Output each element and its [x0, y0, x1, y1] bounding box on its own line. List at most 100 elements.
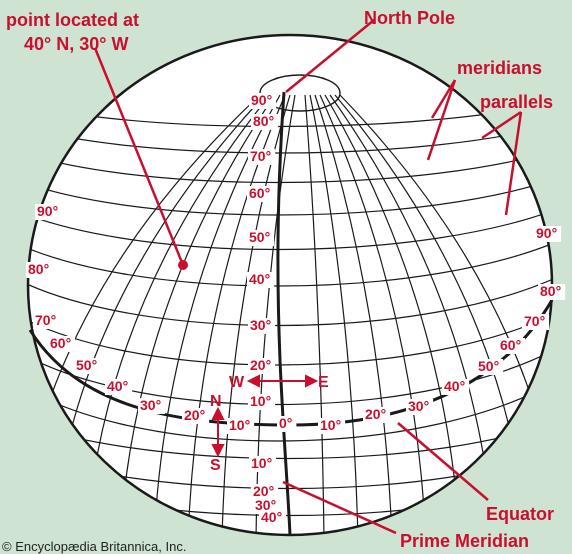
- equator-label: Equator: [486, 504, 554, 524]
- center-latitude-label: 90°: [251, 92, 272, 108]
- label-backing: [247, 272, 275, 288]
- label-backing: [538, 284, 566, 300]
- center-latitude-label: 60°: [249, 185, 270, 201]
- meridian-line: [319, 94, 427, 535]
- equator-leader: [397, 422, 489, 501]
- prime-meridian-label: Prime Meridian: [400, 531, 529, 551]
- meridians-leader-1: [430, 79, 457, 119]
- label-backing: [406, 399, 434, 415]
- copyright-credit: © Encyclopædia Britannica, Inc.: [2, 539, 186, 554]
- right-latitude-label: 60°: [500, 337, 521, 353]
- compass-arrows: [211, 374, 319, 458]
- center-latitude-label: 70°: [250, 148, 271, 164]
- west-letter: W: [229, 374, 245, 391]
- label-backing: [48, 336, 76, 352]
- label-backing: [74, 358, 102, 374]
- center-latitude-label: 30°: [255, 497, 276, 513]
- west-arrowhead: [246, 374, 260, 388]
- label-backing: [476, 359, 504, 375]
- left-latitude-label: 80°: [28, 261, 49, 277]
- parallel-line: [28, 304, 552, 366]
- label-backing: [35, 204, 63, 220]
- left-latitude-label: 60°: [50, 335, 71, 351]
- label-backing: [182, 408, 210, 424]
- center-latitude-label: 10°: [251, 455, 272, 471]
- left-latitude-label: 50°: [76, 357, 97, 373]
- callout-lines: [93, 19, 523, 535]
- center-latitude-label: 40°: [261, 509, 282, 525]
- right-latitude-label: 70°: [524, 313, 545, 329]
- center-latitude-label: 10°: [250, 393, 271, 409]
- label-backing: [277, 416, 297, 432]
- center-latitude-label: 50°: [249, 229, 270, 245]
- located-point: [178, 260, 188, 270]
- parallel-line: [28, 371, 552, 442]
- label-backing: [247, 230, 275, 246]
- point-callout-line1: point located at: [6, 10, 139, 30]
- left-latitude-label: 20°: [184, 407, 205, 423]
- right-latitude-label: 30°: [408, 398, 429, 414]
- label-backing: [26, 262, 54, 278]
- east-letter: E: [318, 374, 329, 391]
- left-latitude-label: 30°: [140, 397, 161, 413]
- equator-longitude-east: 10°: [320, 417, 341, 433]
- label-backing: [33, 313, 61, 329]
- parallels-leader-1: [481, 110, 522, 140]
- label-backing: [534, 226, 562, 242]
- label-backing: [248, 149, 276, 165]
- parallels-leader-2: [504, 111, 523, 216]
- prime-meridian-leader: [282, 480, 397, 535]
- center-latitude-label: 20°: [253, 483, 274, 499]
- right-latitude-label: 50°: [478, 358, 499, 374]
- label-backing: [442, 379, 470, 395]
- label-backing: [249, 456, 277, 472]
- parallels-label: parallels: [480, 92, 553, 112]
- center-latitude-label: 0°: [279, 415, 292, 431]
- meridian-line: [314, 94, 393, 535]
- label-backing: [363, 407, 391, 423]
- right-latitude-label: 80°: [540, 283, 561, 299]
- meridian-line: [304, 94, 325, 535]
- meridians-leader-2: [426, 79, 457, 161]
- left-latitude-label: 90°: [37, 203, 58, 219]
- label-backing: [248, 394, 276, 410]
- label-backing: [248, 358, 276, 374]
- label-backing: [498, 338, 526, 354]
- meridian-line: [119, 94, 276, 535]
- left-latitude-label: 10°: [229, 417, 250, 433]
- center-latitude-label: 30°: [250, 317, 271, 333]
- right-latitude-label: 20°: [365, 406, 386, 422]
- meridian-line: [324, 94, 461, 535]
- left-latitude-label: 70°: [35, 312, 56, 328]
- label-backing: [249, 93, 277, 109]
- left-latitude-label: 40°: [107, 378, 128, 394]
- meridian-line: [339, 94, 552, 535]
- meridians-label: meridians: [457, 58, 542, 78]
- label-backing: [227, 418, 255, 434]
- center-latitude-label: 20°: [250, 357, 271, 373]
- point-callout-line2: 40° N, 30° W: [24, 34, 128, 54]
- north-letter: N: [210, 393, 222, 410]
- meridian-line: [255, 94, 296, 535]
- south-arrowhead: [211, 444, 225, 458]
- right-latitude-label: 40°: [444, 378, 465, 394]
- center-latitude-label: 40°: [249, 271, 270, 287]
- label-backing: [251, 114, 279, 130]
- north-pole-label: North Pole: [364, 8, 455, 28]
- label-backing: [247, 186, 275, 202]
- label-backing: [259, 510, 287, 526]
- center-latitude-label: 80°: [253, 113, 274, 129]
- north-pole-leader: [285, 19, 375, 93]
- meridian-line: [309, 94, 359, 535]
- south-letter: S: [210, 457, 221, 474]
- label-backing: [138, 398, 166, 414]
- right-latitude-label: 90°: [536, 225, 557, 241]
- label-backing: [522, 314, 550, 330]
- label-backing: [318, 418, 346, 434]
- east-arrowhead: [305, 374, 319, 388]
- label-backing: [105, 379, 133, 395]
- label-backing: [251, 484, 279, 500]
- point-leader: [93, 47, 185, 266]
